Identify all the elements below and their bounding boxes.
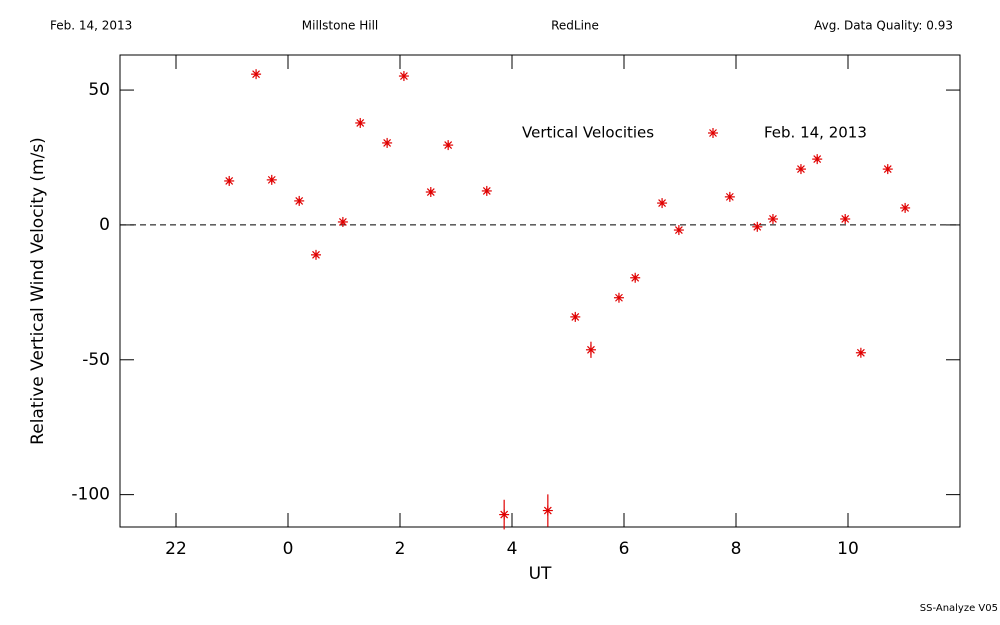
header-quality: Avg. Data Quality: 0.93 — [814, 19, 953, 33]
x-axis-label: UT — [529, 564, 552, 584]
marker-stroke — [295, 196, 304, 205]
marker-stroke — [901, 204, 910, 212]
marker-stroke — [841, 215, 850, 223]
marker-stroke — [356, 119, 365, 127]
marker-stroke — [658, 199, 667, 207]
point — [499, 509, 510, 520]
footer: SS-Analyze V05 — [920, 603, 998, 614]
point — [311, 249, 321, 260]
marker-stroke — [753, 222, 762, 231]
y-tick-label: -50 — [82, 350, 110, 370]
header-line: RedLine — [551, 19, 599, 33]
marker-stroke — [674, 226, 683, 234]
point — [425, 187, 436, 198]
point — [657, 198, 668, 209]
marker-stroke — [399, 72, 408, 80]
legend-title: Vertical Velocities — [522, 124, 654, 142]
point — [882, 164, 893, 175]
marker-stroke — [543, 506, 552, 515]
point — [613, 292, 624, 303]
point — [795, 164, 806, 175]
marker-stroke — [383, 139, 392, 147]
point — [585, 344, 596, 355]
y-tick-label: 0 — [99, 215, 110, 235]
x-tick-label: 10 — [837, 539, 859, 559]
legend-label: Feb. 14, 2013 — [764, 124, 867, 142]
point — [767, 213, 778, 224]
point — [673, 225, 684, 236]
marker-stroke — [709, 129, 717, 137]
marker-stroke — [587, 345, 595, 354]
point — [855, 347, 866, 358]
marker-stroke — [500, 510, 509, 519]
legend-marker — [708, 128, 718, 138]
point — [812, 154, 823, 165]
marker-stroke — [312, 250, 320, 259]
point — [840, 213, 851, 224]
point — [251, 69, 262, 80]
point — [630, 272, 641, 283]
point — [294, 195, 305, 206]
marker-stroke — [267, 175, 276, 184]
marker-stroke — [631, 273, 640, 282]
x-tick-label: 0 — [283, 539, 294, 559]
x-tick-label: 6 — [619, 539, 630, 559]
point — [337, 216, 348, 227]
marker-stroke — [769, 215, 777, 223]
x-tick-label: 4 — [507, 539, 518, 559]
point — [382, 137, 393, 148]
marker-stroke — [426, 188, 435, 196]
marker-stroke — [338, 218, 347, 226]
point — [570, 311, 581, 322]
marker-stroke — [615, 293, 623, 302]
marker-stroke — [856, 348, 865, 357]
header-site: Millstone Hill — [302, 19, 378, 33]
marker-stroke — [797, 165, 805, 174]
marker-stroke — [482, 187, 491, 195]
point — [752, 221, 763, 232]
marker-stroke — [444, 141, 453, 150]
x-tick-label: 22 — [165, 539, 187, 559]
x-tick-label: 8 — [731, 539, 742, 559]
marker-stroke — [225, 177, 234, 185]
marker-stroke — [571, 312, 580, 321]
point — [900, 202, 911, 213]
point — [224, 175, 235, 186]
marker-stroke — [883, 165, 892, 174]
point — [481, 185, 492, 196]
marker-stroke — [725, 192, 734, 201]
header-date: Feb. 14, 2013 — [50, 19, 132, 33]
y-axis-label: Relative Vertical Wind Velocity (m/s) — [28, 137, 48, 445]
point — [724, 191, 735, 202]
point — [266, 174, 277, 185]
plot-frame — [119, 54, 961, 528]
marker-stroke — [813, 155, 822, 164]
point — [398, 71, 409, 82]
y-tick-label: -100 — [71, 485, 110, 505]
point — [542, 505, 553, 516]
x-tick-label: 2 — [395, 539, 406, 559]
point — [443, 140, 454, 151]
marker-stroke — [252, 70, 261, 79]
y-tick-label: 50 — [88, 80, 110, 100]
point — [355, 117, 366, 128]
